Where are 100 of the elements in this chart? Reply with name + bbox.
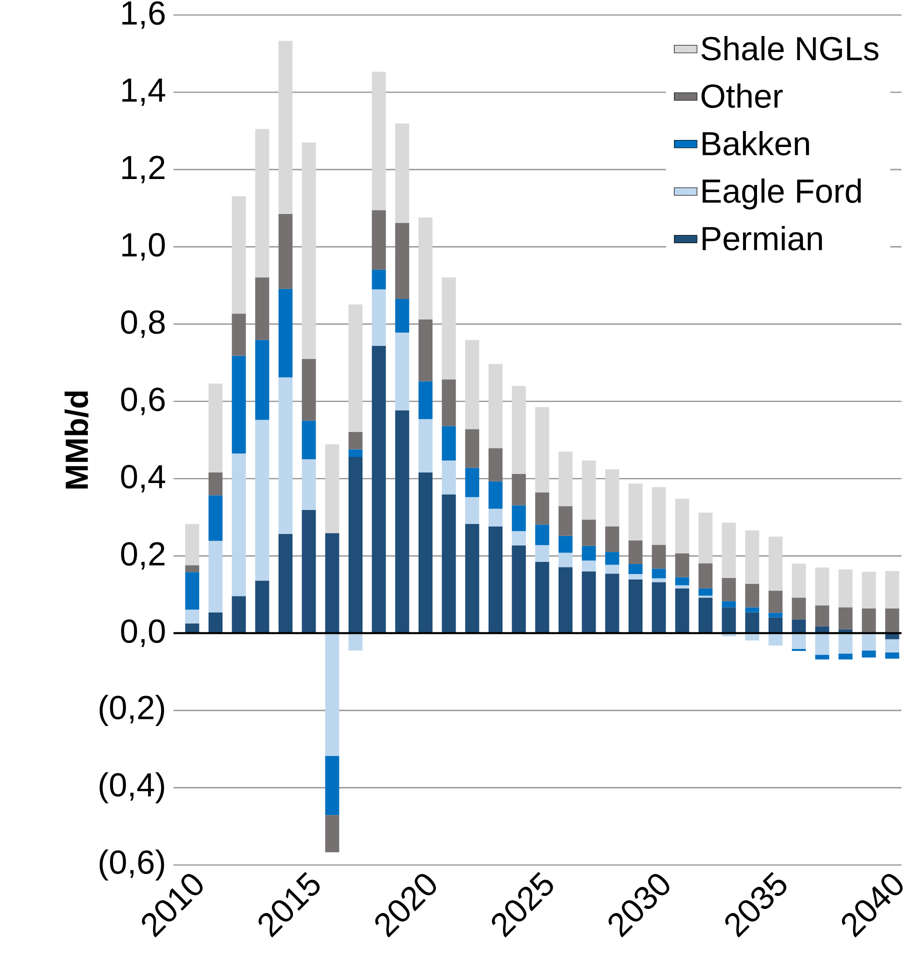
bar bbox=[232, 314, 246, 356]
bar bbox=[255, 580, 270, 634]
bar bbox=[535, 492, 550, 525]
bar bbox=[582, 571, 596, 634]
bar bbox=[325, 533, 340, 634]
y-tick-label: (0,4) bbox=[100, 772, 164, 804]
y-tick-label: 1,4 bbox=[122, 78, 166, 106]
bar bbox=[768, 612, 783, 618]
bar bbox=[255, 340, 270, 420]
bar bbox=[605, 574, 620, 634]
bar bbox=[418, 381, 433, 420]
bar bbox=[885, 608, 900, 634]
bar bbox=[372, 72, 386, 210]
bar bbox=[675, 498, 690, 554]
bar bbox=[745, 612, 760, 634]
bar bbox=[605, 469, 620, 527]
bar bbox=[698, 588, 713, 596]
bar bbox=[395, 298, 410, 333]
bar bbox=[885, 639, 900, 652]
bar bbox=[558, 536, 573, 553]
bar bbox=[582, 520, 596, 546]
bar bbox=[722, 601, 736, 608]
bar bbox=[512, 545, 526, 634]
y-tick-label: (0,2) bbox=[100, 694, 164, 726]
bar bbox=[535, 524, 550, 546]
bar bbox=[488, 526, 503, 634]
bar bbox=[185, 524, 200, 566]
y-tick-label: 1,0 bbox=[122, 233, 166, 261]
bar bbox=[815, 654, 830, 660]
bar bbox=[792, 598, 806, 620]
bar bbox=[278, 534, 293, 634]
bar bbox=[792, 564, 806, 598]
bar bbox=[558, 552, 573, 568]
bar bbox=[208, 384, 223, 472]
bar bbox=[815, 633, 830, 655]
bar bbox=[768, 633, 783, 646]
bar bbox=[535, 407, 550, 493]
bar bbox=[302, 142, 316, 359]
legend-label: Shale NGLs bbox=[702, 36, 879, 60]
bar bbox=[745, 584, 760, 608]
bar bbox=[232, 356, 246, 454]
y-tick-label: 1,6 bbox=[122, 1, 165, 29]
bar bbox=[465, 468, 480, 498]
bar bbox=[605, 552, 620, 565]
bar bbox=[372, 270, 386, 290]
bar bbox=[628, 564, 643, 574]
bar bbox=[628, 484, 643, 540]
bar bbox=[488, 508, 503, 527]
bar bbox=[722, 578, 736, 602]
bar bbox=[512, 505, 526, 532]
bar bbox=[442, 277, 456, 380]
bar bbox=[652, 544, 666, 569]
bar bbox=[815, 605, 830, 626]
bar bbox=[885, 652, 900, 659]
y-axis-title: MMb/d bbox=[64, 391, 89, 489]
y-tick-label: 0,0 bbox=[121, 619, 166, 647]
bar bbox=[348, 449, 363, 457]
bar bbox=[278, 288, 293, 378]
bar bbox=[862, 608, 876, 634]
bar bbox=[465, 524, 480, 634]
bar bbox=[395, 222, 410, 299]
bar bbox=[535, 545, 550, 562]
bar bbox=[395, 332, 410, 410]
bar bbox=[628, 579, 643, 634]
bar bbox=[255, 277, 270, 340]
bar bbox=[838, 633, 853, 654]
bar bbox=[652, 568, 666, 578]
bar bbox=[372, 210, 386, 270]
bar bbox=[862, 633, 876, 651]
bar bbox=[558, 452, 573, 506]
bar bbox=[652, 578, 666, 582]
bar bbox=[465, 497, 480, 524]
bar bbox=[512, 531, 526, 546]
y-tick-label: 0,8 bbox=[121, 310, 165, 338]
bar bbox=[862, 572, 876, 608]
y-tick-label: 0,4 bbox=[121, 464, 166, 492]
bar bbox=[278, 214, 293, 289]
bar bbox=[582, 460, 596, 520]
bar bbox=[512, 474, 526, 506]
bar bbox=[418, 319, 433, 382]
legend-label: Eagle Ford bbox=[702, 178, 862, 210]
y-tick-label: 1,2 bbox=[122, 156, 165, 184]
bar bbox=[838, 569, 853, 608]
bar bbox=[698, 563, 713, 588]
bar bbox=[558, 506, 573, 536]
bar bbox=[815, 567, 830, 606]
bar bbox=[278, 377, 293, 534]
bar bbox=[442, 426, 456, 460]
bar bbox=[512, 386, 526, 474]
bar bbox=[675, 585, 690, 588]
bar bbox=[348, 633, 363, 651]
bar bbox=[558, 567, 573, 634]
bar bbox=[605, 564, 620, 574]
bar bbox=[325, 815, 340, 852]
bar bbox=[722, 607, 736, 634]
bar bbox=[208, 540, 223, 612]
bar bbox=[232, 196, 246, 314]
bar bbox=[278, 40, 293, 214]
bar bbox=[395, 410, 410, 634]
bar bbox=[442, 460, 456, 494]
